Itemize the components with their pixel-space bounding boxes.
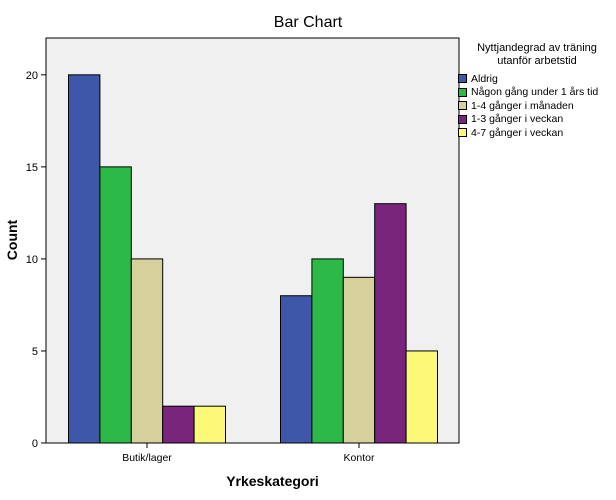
bar [68,74,101,444]
y-axis-label: Count [4,219,20,260]
legend: Nyttjandegrad av träning utanför arbetst… [458,42,616,140]
chart-title: Bar Chart [273,14,343,31]
legend-swatch [458,101,467,111]
legend-title-line: Nyttjandegrad av träning [477,42,597,54]
bar [374,203,407,444]
bar [99,166,132,444]
legend-item: 1-3 gånger i veckan [458,113,616,127]
y-tick-label: 20 [26,70,38,82]
bar [193,405,227,444]
y-tick-label: 15 [26,162,38,174]
legend-item: Aldrig [458,72,616,86]
legend-items: Aldrig Någon gång under 1 års tid 1-4 gång… [458,72,616,140]
legend-label: 1-3 gånger i veckan [471,113,564,126]
bar [162,405,195,444]
legend-item: Någon gång under 1 års tid [458,86,616,100]
bar [405,350,439,444]
legend-title-line: utanför arbetstid [497,55,577,67]
bar [280,295,313,444]
legend-label: 4-7 gånger i veckan [471,126,564,139]
bar [342,276,376,444]
legend-item: 4-7 gånger i veckan [458,126,616,140]
legend-item: 1-4 gånger i månaden [458,99,616,113]
x-tick-label: Kontor [344,452,375,464]
y-tick-label: 0 [32,438,38,450]
x-tick-label: Butik/lager [122,452,172,464]
legend-swatch [458,87,467,97]
y-tick-label: 10 [26,254,38,266]
legend-label: Aldrig [471,72,498,85]
legend-swatch [458,114,467,124]
legend-title: Nyttjandegrad av träning utanför arbetst… [458,42,616,68]
legend-swatch [458,128,467,138]
legend-swatch [458,74,467,84]
legend-label: Någon gång under 1 års tid [471,86,599,99]
bar [130,258,164,444]
x-axis-label: Yrkeskategori [226,473,319,489]
bar [311,258,344,444]
y-tick-label: 5 [32,346,38,358]
legend-label: 1-4 gånger i månaden [471,99,574,112]
